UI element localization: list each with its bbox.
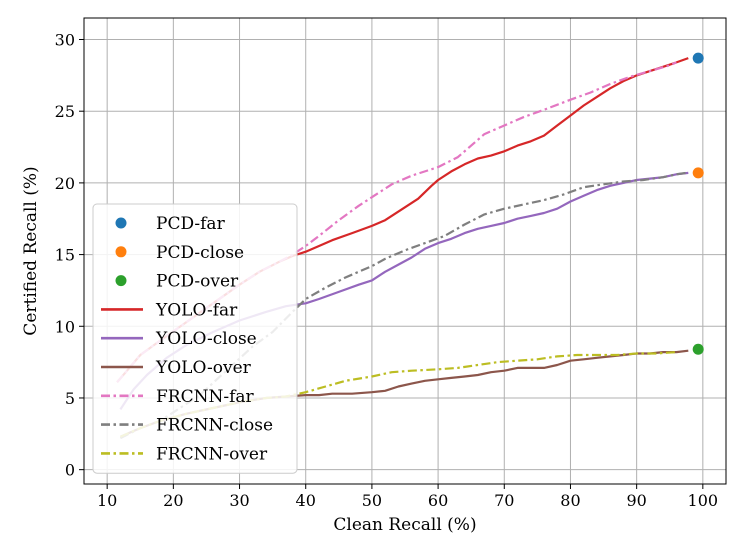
legend-label-frcnn-over: FRCNN-over bbox=[156, 444, 268, 464]
x-tick-label-50: 50 bbox=[362, 491, 382, 510]
legend-box bbox=[92, 203, 298, 474]
x-axis-label: Clean Recall (%) bbox=[333, 515, 476, 535]
x-tick-label-60: 60 bbox=[428, 491, 448, 510]
legend-label-frcnn-close: FRCNN-close bbox=[156, 416, 273, 436]
legend-marker-pcd-over bbox=[115, 275, 127, 287]
y-axis-label: Certified Recall (%) bbox=[21, 166, 41, 335]
legend-label-pcd-far: PCD-far bbox=[156, 214, 226, 234]
frcnn-close-line bbox=[119, 171, 687, 440]
legend-label-yolo-far: YOLO-far bbox=[155, 300, 238, 320]
x-tick-label-10: 10 bbox=[97, 491, 117, 510]
x-tick-label-70: 70 bbox=[494, 491, 514, 510]
pcd-close-point-0 bbox=[692, 167, 704, 179]
grid bbox=[84, 18, 726, 484]
y-tick-label-30: 30 bbox=[55, 31, 75, 50]
legend-marker-pcd-far bbox=[115, 217, 127, 229]
x-tick-label-80: 80 bbox=[560, 491, 580, 510]
x-tick-label-30: 30 bbox=[229, 491, 249, 510]
axis-ticks: 10 20 30 40 50 60 70 80 90 100 0 5 10 15 20 25 30 bbox=[55, 31, 718, 510]
y-tick-label-10: 10 bbox=[55, 317, 75, 336]
legend-label-yolo-over: YOLO-over bbox=[155, 358, 252, 378]
x-tick-label-90: 90 bbox=[626, 491, 646, 510]
y-tick-label-20: 20 bbox=[55, 174, 75, 193]
legend-label-pcd-over: PCD-over bbox=[156, 272, 239, 292]
legend: PCD-far PCD-close PCD-over YOLO-far YOLO-clo… bbox=[92, 203, 298, 474]
x-tick-label-40: 40 bbox=[296, 491, 316, 510]
legend-label-frcnn-far: FRCNN-far bbox=[156, 387, 255, 407]
y-tick-label-25: 25 bbox=[55, 102, 75, 121]
series-points bbox=[692, 52, 704, 355]
legend-label-pcd-close: PCD-close bbox=[156, 243, 244, 263]
pcd-far-point-0 bbox=[692, 52, 704, 64]
y-tick-label-5: 5 bbox=[65, 389, 75, 408]
y-tick-label-15: 15 bbox=[55, 246, 75, 265]
x-tick-label-100: 100 bbox=[688, 491, 719, 510]
legend-label-yolo-close: YOLO-close bbox=[155, 329, 257, 349]
plot-frame bbox=[83, 17, 727, 485]
x-tick-label-20: 20 bbox=[163, 491, 183, 510]
pcd-over-point-0 bbox=[692, 343, 704, 355]
legend-marker-pcd-close bbox=[115, 246, 127, 258]
y-tick-label-0: 0 bbox=[65, 461, 75, 480]
